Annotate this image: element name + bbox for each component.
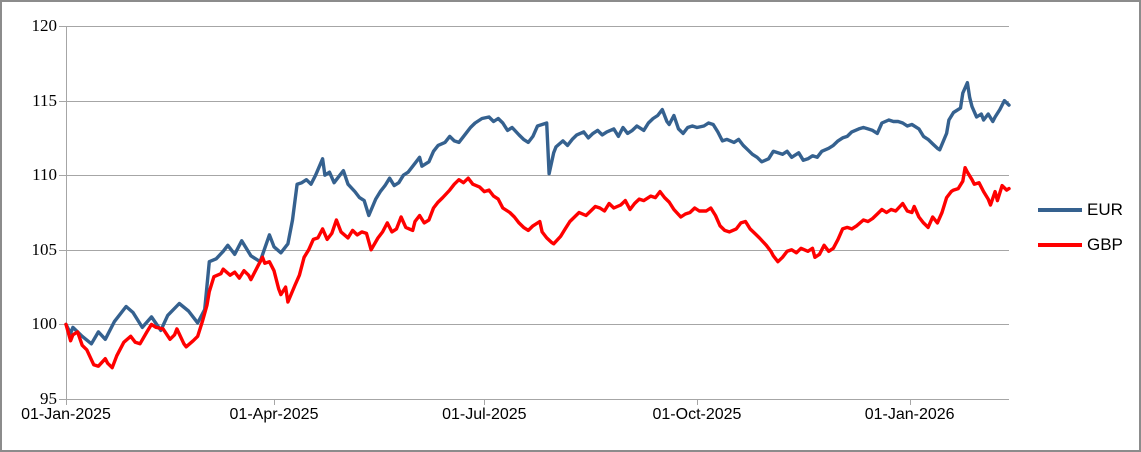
x-tick-label: 01-Oct-2025 [652, 406, 742, 423]
gbp-line-swatch [1038, 243, 1082, 247]
y-tick-label: 120 [31, 16, 58, 35]
x-tick-label: 01-Jan-2025 [21, 406, 111, 423]
x-tick-label: 01-Apr-2025 [229, 406, 319, 423]
y-tick-label: 110 [32, 165, 57, 185]
series-line-gbp [64, 165, 1011, 370]
eur-line-swatch [1038, 208, 1082, 212]
x-tick-label: 01-Jan-2026 [864, 406, 955, 423]
legend-item-eur: EUR [1038, 201, 1123, 219]
y-tick-label: 100 [31, 314, 58, 334]
y-tick-label: 95 [40, 389, 57, 408]
x-tick-label: 01-Jul-2025 [442, 406, 527, 423]
y-tick-label: 105 [31, 239, 58, 259]
legend-label-eur: EUR [1087, 200, 1123, 219]
y-tick-label: 115 [32, 90, 57, 110]
legend-label-gbp: GBP [1087, 235, 1123, 254]
legend-item-gbp: GBP [1038, 236, 1123, 254]
legend: EUR GBP [1038, 201, 1123, 271]
series-line-eur [64, 80, 1011, 346]
